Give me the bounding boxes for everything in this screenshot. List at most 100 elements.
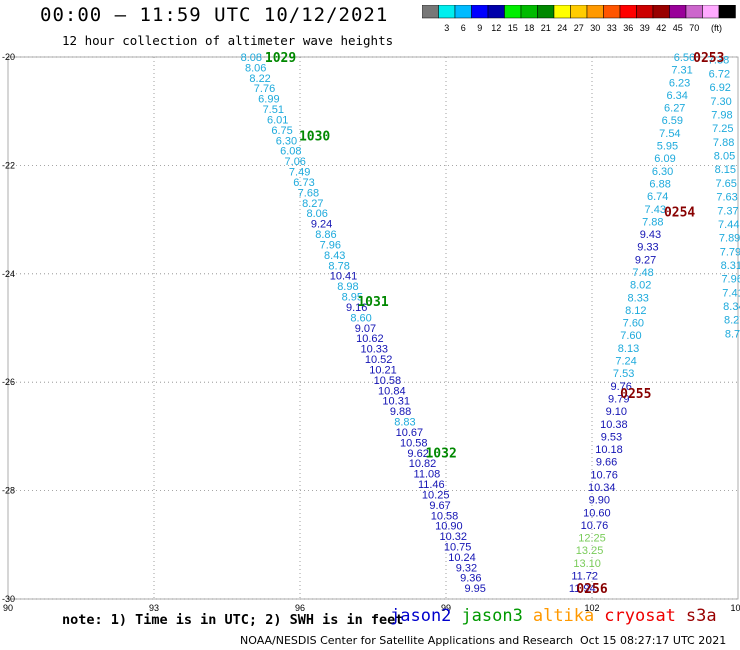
wave-height-label: 7.44 [718,219,739,231]
wave-height-label: 8.43 [324,250,345,262]
wave-height-label: 8.34 [723,301,740,313]
colorbar-label: 12 [491,23,501,33]
wave-height-label: 6.27 [664,103,685,115]
wave-height-label: 9.16 [346,302,367,314]
wave-height-label: 7.89 [719,233,740,245]
orbit-label: 0254 [664,205,695,220]
wave-height-label: 8.60 [350,312,371,324]
wave-height-label: 10.76 [581,520,609,532]
wave-height-label: 6.72 [709,68,730,80]
wave-height-label: 10.58 [400,437,428,449]
y-tick-label: -26 [2,377,15,387]
wave-height-label: 12.25 [578,533,606,545]
wave-height-label: 10.18 [595,444,623,456]
y-tick-label: -28 [2,486,15,496]
wave-height-label: 7.88 [713,137,734,149]
wave-height-label: 9.76 [610,381,631,393]
wave-height-label: 10.32 [439,531,467,543]
wave-height-label: 8.33 [628,292,649,304]
colorbar-label: 33 [607,23,617,33]
wave-height-label: 8.95 [342,292,363,304]
orbit-label: 1029 [265,51,296,66]
colorbar-label: 42 [656,23,666,33]
wave-height-label: 10.84 [378,385,406,397]
wave-height-label: 6.23 [669,77,690,89]
wave-height-label: 7.53 [613,368,634,380]
wave-height-label: 8.78 [725,328,740,340]
wave-height-label: 8.06 [245,62,266,74]
y-tick-label: -30 [2,594,15,604]
wave-height-label: 10.90 [435,521,463,533]
colorbar-label: 9 [477,23,482,33]
wave-height-label: 9.24 [311,219,332,231]
wave-height-label: 9.43 [640,229,661,241]
wave-height-label: 9.95 [464,583,485,595]
wave-height-label: 9.33 [637,242,658,254]
wave-height-label: 7.76 [254,83,275,95]
legend-item-jason3: jason3 [461,606,523,626]
wave-height-label: 7.38 [708,55,729,67]
colorbar-label: 70 [689,23,699,33]
wave-height-label: 10.67 [396,427,424,439]
wave-height-label: 10.41 [330,271,358,283]
wave-height-label: 6.88 [649,178,670,190]
wave-height-label: 10.52 [365,354,393,366]
wave-height-label: 8.02 [630,280,651,292]
wave-height-label: 10.38 [600,419,628,431]
wave-height-label: 7.48 [632,267,653,279]
wave-height-label: 7.60 [623,318,644,330]
wave-height-label: 6.75 [271,125,292,137]
wave-height-label: 10.76 [590,469,618,481]
wave-height-label: 6.30 [652,166,673,178]
wave-height-label: 7.96 [320,239,341,251]
orbit-label: 1032 [425,447,456,462]
wave-height-label: 9.32 [456,562,477,574]
wave-height-label: 7.49 [289,167,310,179]
colorbar-label: 21 [541,23,551,33]
wave-height-label: 7.63 [716,192,737,204]
legend-item-s3a: s3a [685,606,717,626]
wave-height-label: 6.59 [662,115,683,127]
footer-credit: NOAA/NESDIS Center for Satellite Applica… [240,634,574,647]
wave-height-label: 6.74 [647,191,668,203]
wave-height-label: 7.65 [715,178,736,190]
wave-height-label: 10.58 [431,510,459,522]
wave-height-label: 5.95 [657,141,678,153]
wave-height-label: 7.96 [721,274,740,286]
x-tick-label: 102 [584,603,599,613]
wave-height-label: 7.68 [298,187,319,199]
wave-height-label: 7.37 [717,205,738,217]
wave-height-label: 7.31 [671,65,692,77]
wave-height-label: 9.66 [596,457,617,469]
wave-height-label: 8.86 [315,229,336,241]
orbit-label: 1031 [357,295,388,310]
legend-item-jason2: jason2 [390,606,452,626]
wave-height-label: 8.22 [249,73,270,85]
colorbar-label: 27 [574,23,584,33]
wave-height-label: 6.01 [267,114,288,126]
y-tick-label: -22 [2,160,15,170]
x-tick-label: 96 [295,603,305,613]
wave-height-label: 8.83 [394,417,415,429]
colorbar-label: 36 [623,23,633,33]
colorbar-label: 24 [557,23,567,33]
wave-height-label: 9.36 [460,573,481,585]
page-title: 00:00 – 11:59 UTC 10/12/2021 [40,4,389,26]
wave-height-label: 10.62 [356,333,384,345]
wave-height-label: 9.07 [355,323,376,335]
wave-height-label: 9.27 [635,254,656,266]
orbit-label: 1030 [299,130,330,145]
colorbar-label: 30 [590,23,600,33]
wave-height-label: 8.06 [306,208,327,220]
wave-height-label: 8.15 [715,164,736,176]
wave-height-label: 8.05 [714,151,735,163]
y-tick-label: -20 [2,52,15,62]
colorbar-label: 15 [508,23,518,33]
wave-height-label: 9.67 [429,500,450,512]
wave-height-label: 8.27 [302,198,323,210]
wave-height-label: 10.33 [360,344,388,356]
wave-height-label: 8.12 [625,305,646,317]
wave-height-label: 7.24 [615,356,636,368]
color-scale-bar: 3 6 9 12 15 18 21 24 27 30 33 36 39 42 45 70 (ft) [422,5,736,33]
